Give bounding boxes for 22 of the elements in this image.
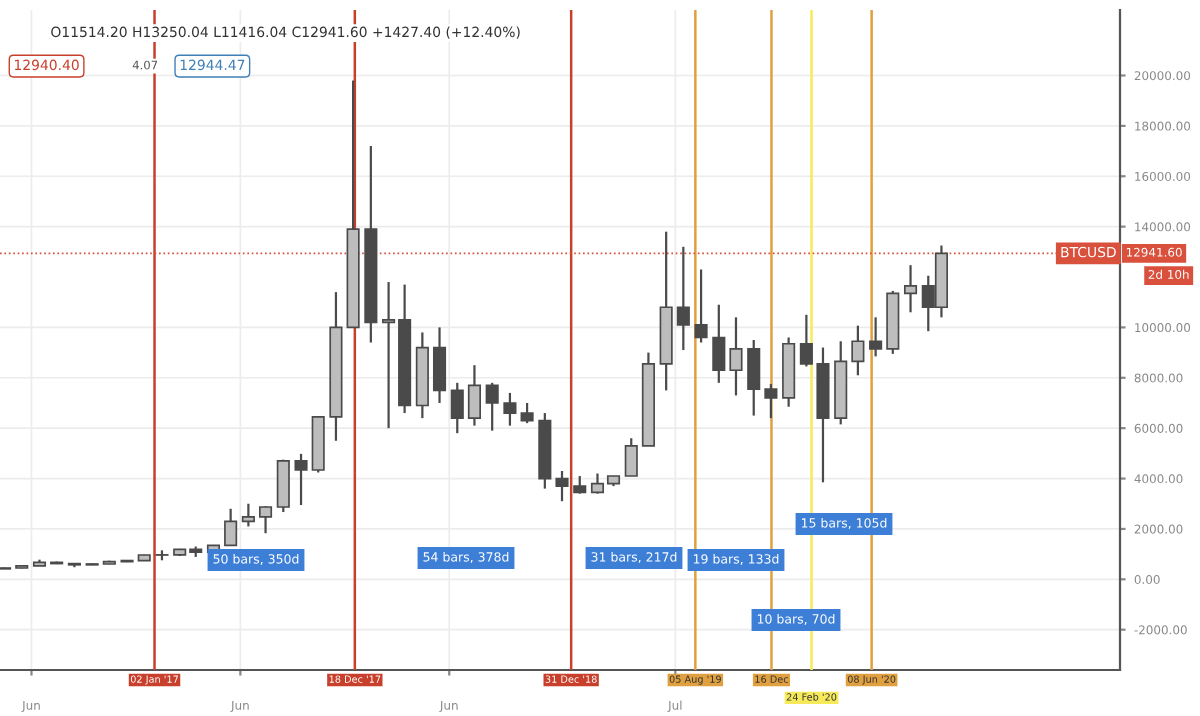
candlestick [503,391,517,427]
candlestick [432,326,447,405]
candlestick [694,268,708,344]
candlestick [747,338,761,417]
candlestick [624,437,638,478]
candlestick [555,469,569,503]
candlestick [851,324,865,377]
candlestick [869,316,883,358]
candlestick [485,381,499,432]
candlestick [258,505,273,535]
candlestick [467,364,481,427]
candlestick [676,245,690,352]
candlestick [903,264,918,314]
candlestick [520,401,534,425]
candlestick [294,452,308,507]
candlestick [450,381,464,435]
candlestick [712,303,726,384]
candlestick [729,316,743,397]
candlestick [224,507,238,547]
candlestick [241,502,255,528]
candlestick [276,458,290,514]
candlestick [764,382,778,420]
